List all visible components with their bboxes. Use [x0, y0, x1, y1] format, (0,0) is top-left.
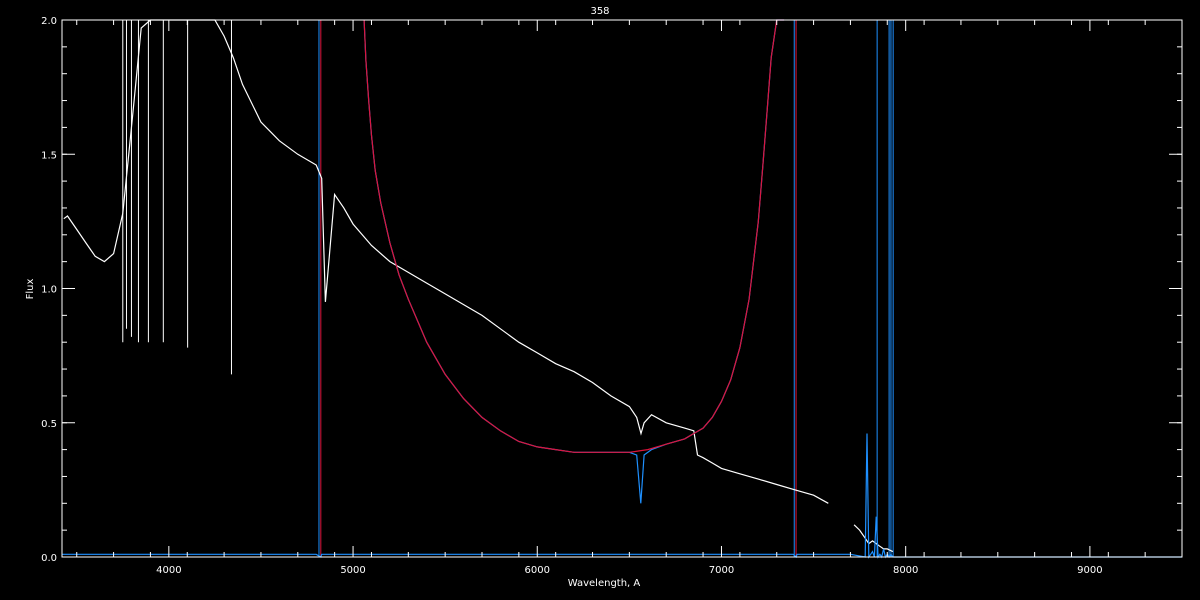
series-line-3 — [363, 19, 785, 453]
x-tick-label-2: 6000 — [525, 565, 550, 576]
series-line-2 — [363, 19, 785, 504]
x-axis-label: Wavelength, A — [568, 578, 641, 589]
x-tick-label-3: 7000 — [709, 565, 734, 576]
data-series-group — [62, 19, 1182, 559]
series-line-4 — [62, 433, 1182, 559]
x-tick-label-5: 9000 — [1077, 565, 1102, 576]
y-tick-label-0: 0.0 — [41, 553, 57, 564]
axes-group: 4000 5000 6000 7000 8000 9000 0.0 0.5 1.0 1.5 2.0 — [41, 16, 1183, 576]
x-tick-label-1: 5000 — [340, 565, 365, 576]
y-tick-label-4: 2.0 — [41, 16, 57, 27]
y-tick-label-2: 1.0 — [41, 285, 57, 296]
series-line-0 — [63, 19, 829, 504]
x-tick-label-4: 8000 — [893, 565, 918, 576]
y-axis-label: Flux — [25, 279, 36, 300]
plot-frame — [61, 19, 1183, 558]
x-tick-label-0: 4000 — [156, 565, 181, 576]
y-tick-label-3: 1.5 — [41, 150, 57, 161]
chart-title: 358 — [590, 6, 609, 17]
series-line-1 — [853, 524, 894, 553]
y-tick-label-1: 0.5 — [41, 419, 57, 430]
